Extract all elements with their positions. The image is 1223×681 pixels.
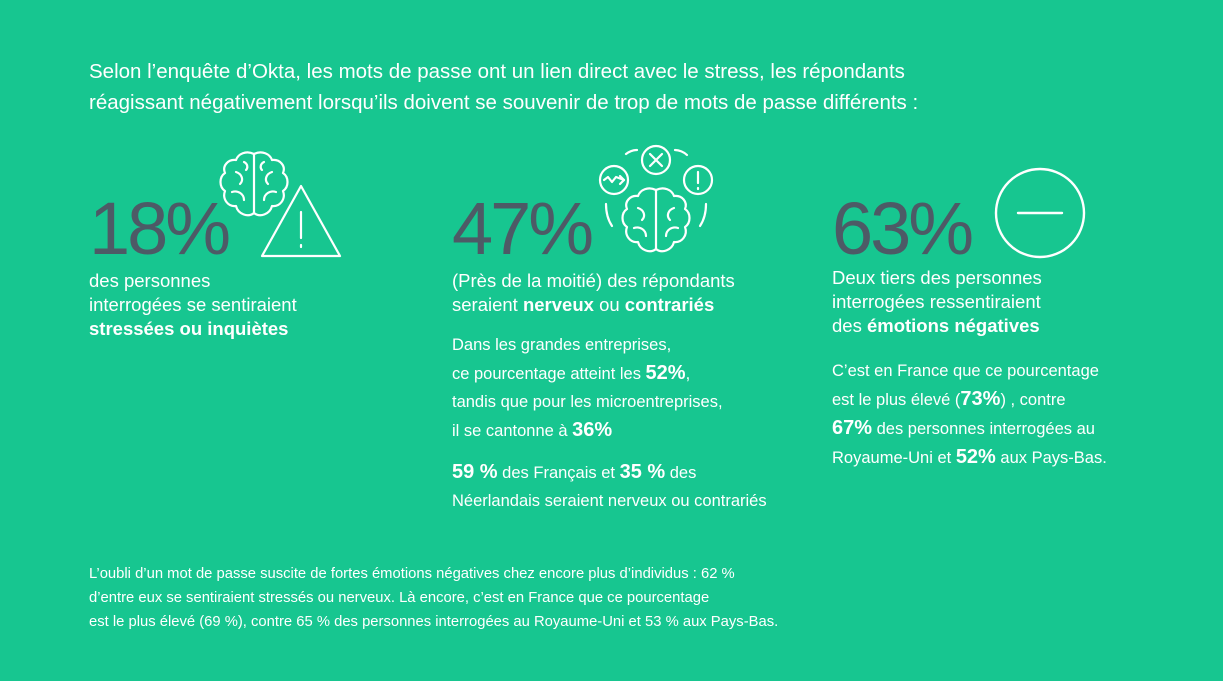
stat-value: 18% [89,187,231,270]
highlight-number: 35 % [619,461,666,483]
text-part: des [665,464,697,482]
highlight-number: 73% [960,388,1001,410]
text-part: ou [593,294,625,315]
stat-description: Deux tiers des personnes interrogées res… [832,266,1042,338]
text-part: des personnes interrogées au [872,420,1095,438]
detail-line: C’est en France que ce pourcentage [832,362,1099,380]
text-part: est le plus élevé ( [832,391,961,409]
text-part: ce pourcentage atteint les [452,365,646,383]
highlight-number: 67% [832,417,873,439]
footer-line: est le plus élevé (69 %), contre 65 % de… [89,614,779,630]
stat-desc-bold: stressées ou inquiètes [89,318,289,339]
stat-desc-line: Deux tiers des personnes [832,267,1042,288]
text-part: , [685,365,691,383]
stat-desc-line: seraient nerveux ou contrariés [452,293,735,317]
brain-alerts-icon [596,142,722,262]
highlight-number: 52% [645,362,686,384]
detail-line: Dans les grandes entreprises, [452,336,672,354]
stat-desc-line: interrogées se sentiraient [89,294,297,315]
detail-line: ce pourcentage atteint les 52%, [452,359,723,388]
stat-detail: Dans les grandes entreprises, ce pourcen… [452,331,723,445]
text-part: aux Pays-Bas. [995,449,1107,467]
stat-desc-line: des émotions négatives [832,314,1042,338]
highlight-number: 59 % [452,461,498,483]
stat-description: des personnes interrogées se sentiraient… [89,269,297,341]
detail-line: est le plus élevé (73%) , contre [832,385,1107,414]
intro-line-2: réagissant négativement lorsqu’ils doive… [89,91,919,114]
stat-detail: C’est en France que ce pourcentage est l… [832,357,1107,472]
highlight-number: 52% [955,446,996,468]
highlight-number: 36% [572,419,613,441]
minus-circle-icon [993,166,1087,260]
stat-desc-line: des personnes [89,270,211,291]
text-part: Royaume-Uni et [832,449,956,467]
stat-value: 63% [832,187,974,270]
text-bold: contrariés [624,294,715,315]
text-bold: nerveux [522,294,594,315]
detail-line: Néerlandais seraient nerveux ou contrari… [452,492,767,510]
stat-desc-line: (Près de la moitié) des répondants [452,270,735,291]
detail-line: tandis que pour les microentreprises, [452,393,723,411]
text-part: des [832,315,867,336]
stat-description: (Près de la moitié) des répondants serai… [452,269,735,317]
stat-value: 47% [452,187,594,270]
detail-line: 67% des personnes interrogées au [832,414,1107,443]
footer-line: L’oubli d’un mot de passe suscite de for… [89,566,735,582]
text-part: ) , contre [1000,391,1066,409]
text-part: des Français et [497,464,620,482]
stat-detail-2: 59 % des Français et 35 % des Néerlandai… [452,458,767,515]
footer-line: d’entre eux se sentiraient stressés ou n… [89,590,710,606]
detail-line: Royaume-Uni et 52% aux Pays-Bas. [832,443,1107,472]
text-part: il se cantonne à [452,422,573,440]
text-bold: émotions négatives [866,315,1040,336]
detail-line: 59 % des Français et 35 % des [452,458,767,487]
stat-desc-line: interrogées ressentiraient [832,291,1041,312]
brain-warning-icon [218,150,348,262]
intro-text: Selon l’enquête d’Okta, les mots de pass… [89,56,1089,118]
detail-line: il se cantonne à 36% [452,416,723,445]
footer-note: L’oubli d’un mot de passe suscite de for… [89,562,778,634]
intro-line-1: Selon l’enquête d’Okta, les mots de pass… [89,60,905,83]
text-part: seraient [452,294,523,315]
